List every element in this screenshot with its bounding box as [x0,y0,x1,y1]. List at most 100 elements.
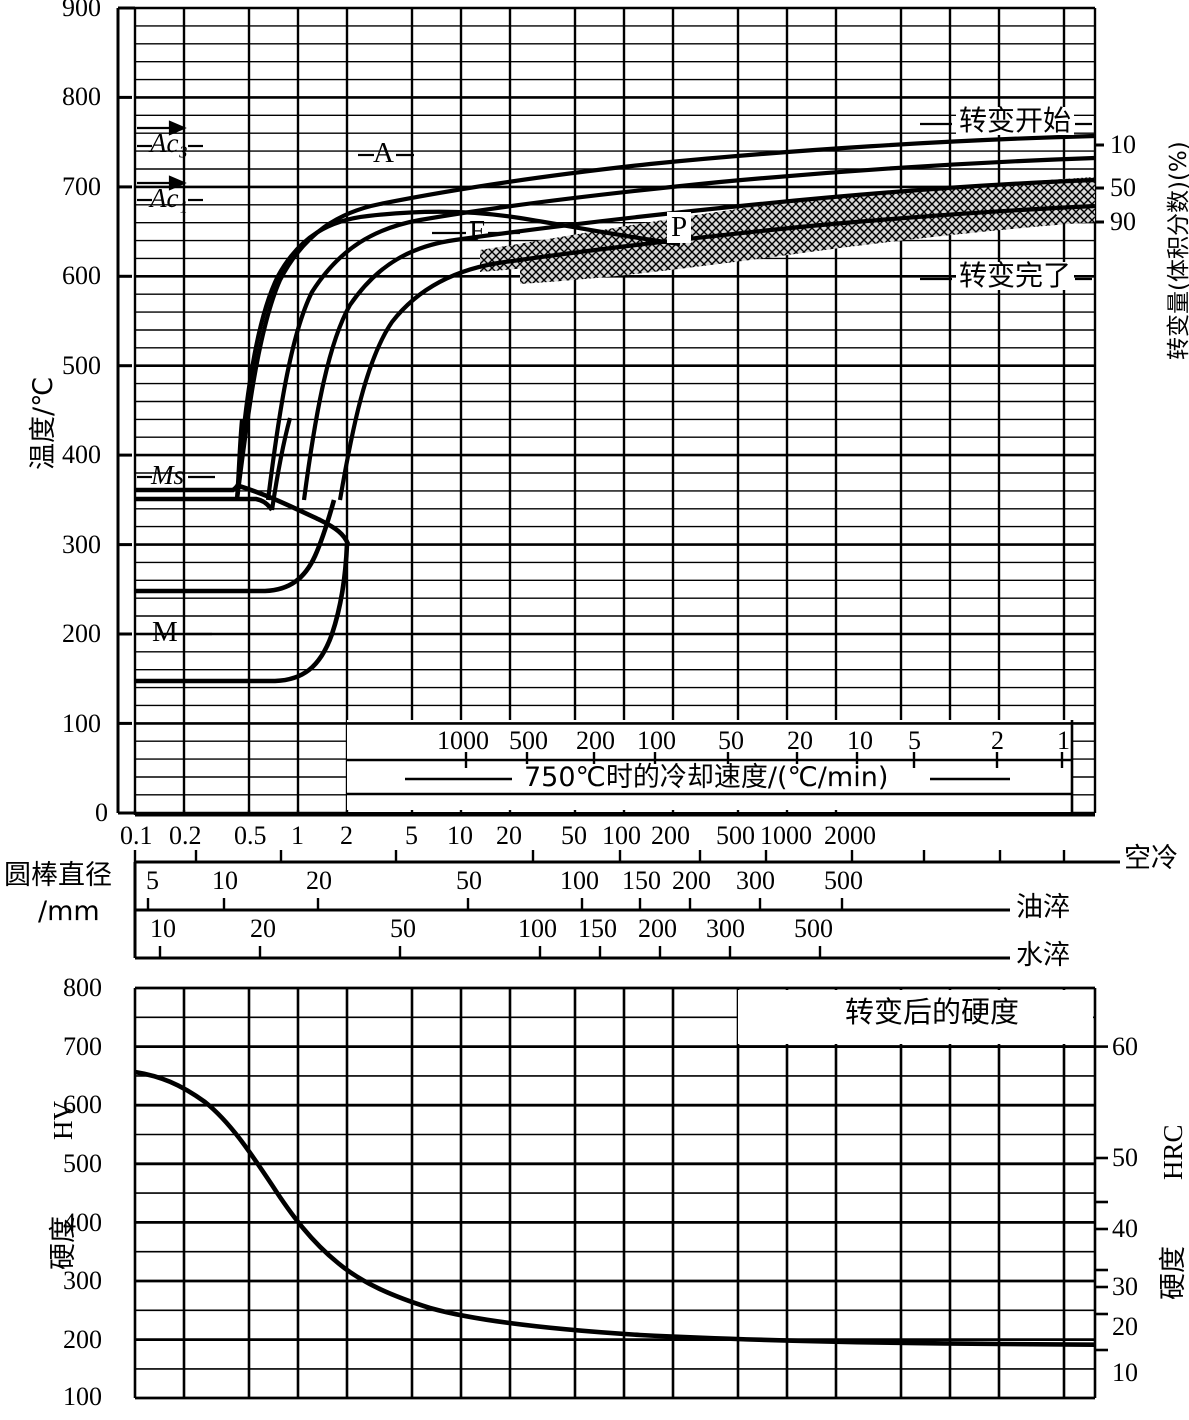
y-tick-700: 700 [62,172,101,201]
x-tick-2: 2 [340,821,353,850]
rate-tick-500: 500 [509,726,548,755]
hardness-title-backdrop [738,990,1093,1044]
water-quench-label: 水淬 [1016,940,1070,971]
right-tick-90: 90 [1110,207,1136,236]
x-tick-200: 200 [651,821,690,850]
label-transformation-start: 转变开始 [956,107,1075,135]
hardness-curve [135,1069,1095,1347]
rate-tick-2: 2 [991,726,1004,755]
rate-tick-20: 20 [787,726,813,755]
label-ac3: Ac₃ [150,128,188,158]
water-tick-10: 10 [150,914,176,943]
right-tick-50: 50 [1110,173,1136,202]
hrc-tick-50: 50 [1112,1143,1138,1172]
water-tick-20: 20 [250,914,276,943]
x-tick-0.2: 0.2 [169,821,202,850]
hardness-minor-grid [135,1016,1095,1370]
temperature-axis-title: 温度/℃ [28,376,59,470]
y-axis-ticks [116,6,135,815]
hardness-chart: HV 硬度 HRC 硬度 [0,975,1189,1420]
y-tick-500: 500 [62,351,101,380]
x-tick-500: 500 [716,821,755,850]
curve-M-mid [135,499,337,594]
x-tick-0.1: 0.1 [120,821,153,850]
oil-tick-200: 200 [672,866,711,895]
curve-Ms-slant [238,483,351,545]
curve-90-percent [337,203,1095,501]
curve-Ms-rise-2 [269,417,293,511]
rate-tick-10: 10 [847,726,873,755]
hv-tick-500: 500 [63,1149,102,1178]
cooling-rate-caption: 750℃时的冷却速度/(℃/min) [520,764,893,791]
hv-tick-300: 300 [63,1266,102,1295]
hrc-tick-20: 20 [1112,1312,1138,1341]
y-tick-800: 800 [62,82,101,111]
martensite-curves [135,417,351,684]
hrc-ticks [1095,1045,1108,1352]
air-cool-label: 空冷 [1124,843,1178,874]
curve-ferrite-F [234,209,681,501]
hrc-tick-30: 30 [1112,1272,1138,1301]
water-quench-row [135,946,1010,960]
x-tick-1000: 1000 [760,821,812,850]
hardness-right-word: 硬度 [1158,1246,1189,1300]
hv-tick-700: 700 [63,1032,102,1061]
water-tick-200: 200 [638,914,677,943]
hrc-tick-10: 10 [1112,1358,1138,1387]
x-tick-0.5: 0.5 [234,821,267,850]
rate-tick-5: 5 [908,726,921,755]
y-tick-400: 400 [62,440,101,469]
oil-quench-label: 油淬 [1016,892,1070,923]
cct-plot-svg [116,6,1104,815]
diameter-scale-svg [133,810,1120,960]
label-leaders [137,120,1092,636]
hv-tick-600: 600 [63,1090,102,1119]
right-axis-ticks [1095,143,1104,224]
oil-tick-5: 5 [146,866,159,895]
y-tick-200: 200 [62,619,101,648]
transformation-band [480,177,1095,284]
hv-tick-200: 200 [63,1325,102,1354]
label-f: F [469,215,486,247]
x-tick-100: 100 [602,821,641,850]
rate-tick-50: 50 [718,726,744,755]
x-axis-rule [133,810,1095,817]
rate-tick-200: 200 [576,726,615,755]
y-tick-600: 600 [62,261,101,290]
label-m: M [152,616,178,648]
oil-tick-50: 50 [456,866,482,895]
cooling-rate-scale [347,720,1074,812]
curve-M-low [135,543,350,684]
transformed-fraction-axis-title: 转变量(体积分数)(%) [1166,141,1189,360]
hv-tick-100: 100 [63,1382,102,1411]
hv-tick-400: 400 [63,1208,102,1237]
x-tick-1: 1 [291,821,304,850]
y-tick-900: 900 [62,0,101,22]
bar-diameter-title-line1: 圆棒直径 [4,860,112,891]
label-a: A [373,137,394,169]
hv-tick-800: 800 [63,973,102,1002]
water-tick-100: 100 [518,914,557,943]
bar-diameter-title-line2: /mm [38,896,100,927]
water-tick-50: 50 [390,914,416,943]
x-tick-2000: 2000 [824,821,876,850]
y-tick-0: 0 [95,798,108,827]
rate-tick-1000: 1000 [437,726,489,755]
y-tick-100: 100 [62,709,101,738]
curve-Ms-rise-1 [234,419,245,501]
label-transformation-finish: 转变完了 [956,262,1075,290]
hardness-right-unit: HRC [1158,1124,1188,1180]
curve-transformation-start [234,133,1095,501]
hrc-tick-40: 40 [1112,1214,1138,1243]
x-tick-20: 20 [496,821,522,850]
oil-quench-row [133,898,1010,958]
x-tick-10: 10 [447,821,473,850]
hrc-tick-60: 60 [1112,1032,1138,1061]
x-tick-50: 50 [561,821,587,850]
label-ac1: Ac₁ [150,183,188,213]
water-tick-500: 500 [794,914,833,943]
oil-tick-500: 500 [824,866,863,895]
water-tick-150: 150 [578,914,617,943]
oil-tick-10: 10 [212,866,238,895]
curve-10-percent [265,155,1095,501]
